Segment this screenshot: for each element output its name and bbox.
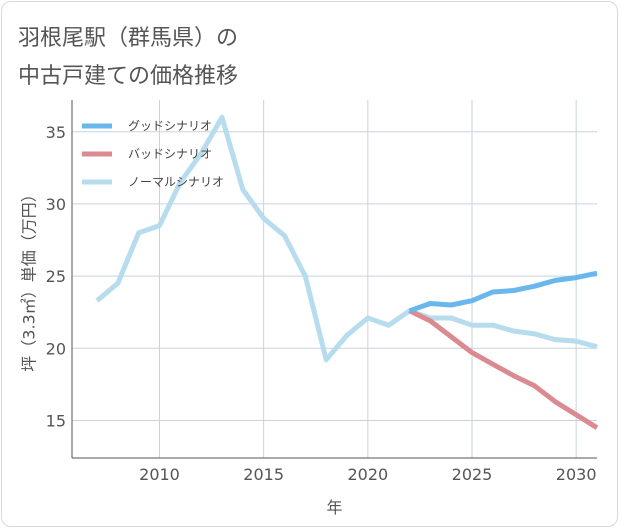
legend-label-normal: ノーマルシナリオ xyxy=(128,175,224,189)
series-lines xyxy=(95,114,599,430)
grid-lines xyxy=(72,100,597,458)
y-tick-label: 20 xyxy=(46,339,66,358)
x-tick-label: 2015 xyxy=(243,465,284,484)
x-tick-label: 2020 xyxy=(347,465,388,484)
y-tick-label: 35 xyxy=(46,123,66,142)
legend-label-good: グッドシナリオ xyxy=(128,119,212,133)
y-tick-label: 15 xyxy=(46,411,66,430)
legend-label-bad: バッドシナリオ xyxy=(128,147,212,161)
chart-title-line-1: 羽根尾駅（群馬県）の xyxy=(18,26,239,51)
x-tick-label: 2010 xyxy=(139,465,180,484)
series-line-normal xyxy=(95,114,598,363)
x-tick-label: 2025 xyxy=(452,465,493,484)
x-tick-label: 2030 xyxy=(556,465,597,484)
series-line-bad xyxy=(408,308,599,430)
y-tick-label: 30 xyxy=(46,195,66,214)
y-tick-label: 25 xyxy=(46,267,66,286)
y-axis-label: 坪（3.3㎡）単価（万円） xyxy=(20,186,39,371)
plot-frame xyxy=(71,100,597,459)
chart-title-line-2: 中古戸建ての価格推移 xyxy=(18,64,239,89)
series-line-good xyxy=(408,270,598,314)
x-axis-label: 年 xyxy=(326,498,342,517)
